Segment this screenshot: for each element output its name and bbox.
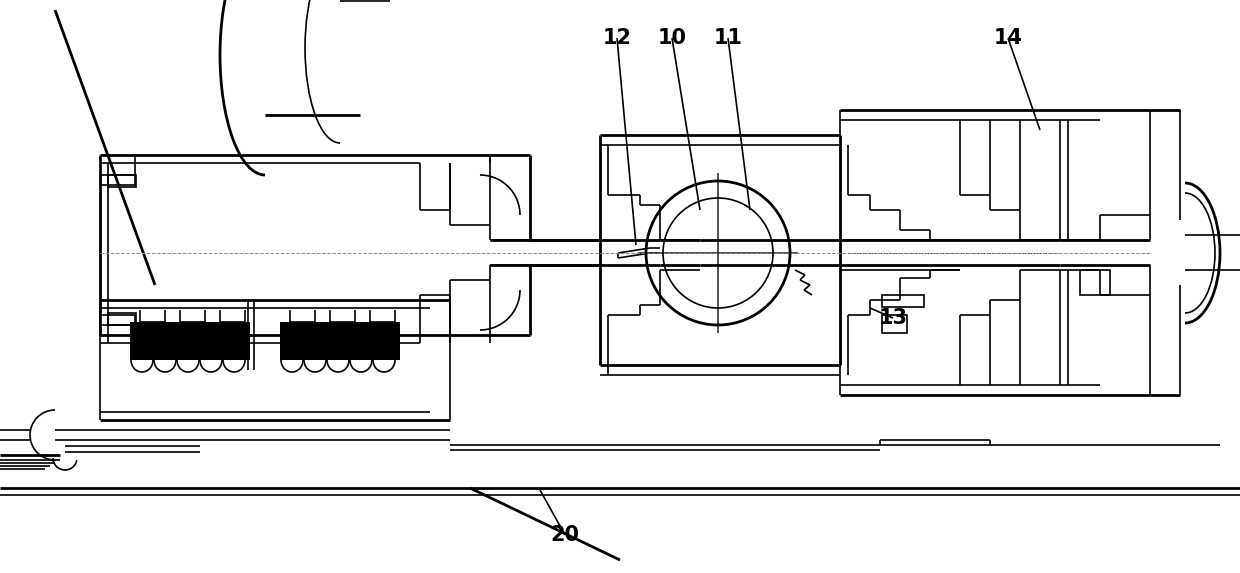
Text: 11: 11 — [713, 28, 743, 48]
Bar — [882, 295, 924, 307]
Text: 14: 14 — [993, 28, 1023, 48]
Bar — [130, 322, 250, 360]
Bar — [1080, 270, 1110, 295]
Bar — [280, 322, 401, 360]
Bar — [882, 315, 906, 333]
Text: 13: 13 — [878, 308, 908, 328]
Text: 20: 20 — [551, 525, 579, 545]
Bar — [108, 175, 136, 187]
Text: 12: 12 — [603, 28, 631, 48]
Bar — [108, 313, 136, 325]
Text: 10: 10 — [657, 28, 687, 48]
